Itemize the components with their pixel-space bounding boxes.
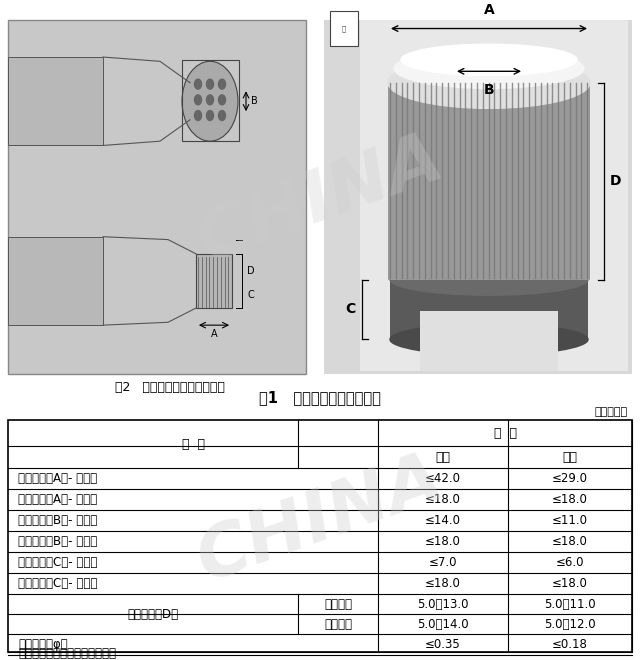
Text: D: D — [247, 266, 255, 276]
Text: D: D — [610, 174, 621, 188]
Circle shape — [207, 79, 214, 89]
Ellipse shape — [390, 323, 588, 355]
Text: 成人: 成人 — [435, 451, 451, 463]
Text: 异形毛型: 异形毛型 — [324, 618, 352, 630]
Circle shape — [218, 110, 225, 121]
Ellipse shape — [388, 57, 590, 108]
Text: ≤0.18: ≤0.18 — [552, 638, 588, 651]
Text: B: B — [251, 96, 258, 106]
Text: 表1   电动牙刷刷头规格尺寸: 表1 电动牙刷刷头规格尺寸 — [259, 391, 381, 406]
Circle shape — [207, 95, 214, 105]
FancyBboxPatch shape — [8, 57, 103, 145]
Text: ≤29.0: ≤29.0 — [552, 472, 588, 485]
Text: 项  目: 项 目 — [182, 438, 205, 451]
Text: 图2   电动牙刷刷头尺寸示意图: 图2 电动牙刷刷头尺寸示意图 — [115, 381, 225, 395]
Text: B: B — [484, 82, 494, 97]
Text: ≤6.0: ≤6.0 — [556, 556, 584, 569]
Circle shape — [195, 110, 202, 121]
FancyBboxPatch shape — [420, 311, 558, 371]
Text: 毛面宽度（B）- 旋转式: 毛面宽度（B）- 旋转式 — [18, 535, 97, 548]
Text: 5.0～13.0: 5.0～13.0 — [417, 597, 468, 611]
Text: A: A — [211, 329, 218, 339]
Circle shape — [195, 79, 202, 89]
Circle shape — [182, 61, 238, 141]
FancyBboxPatch shape — [8, 237, 103, 325]
FancyBboxPatch shape — [196, 254, 232, 308]
FancyBboxPatch shape — [330, 11, 358, 46]
Text: 5.0～11.0: 5.0～11.0 — [544, 597, 596, 611]
Text: 儿童: 儿童 — [563, 451, 577, 463]
Text: 毛面长度（A）- 摆动式: 毛面长度（A）- 摆动式 — [18, 472, 97, 485]
Text: 刷头厚度（C）- 摆动式: 刷头厚度（C）- 摆动式 — [18, 556, 97, 569]
Text: ≤18.0: ≤18.0 — [425, 577, 461, 590]
Text: 单位为毫米: 单位为毫米 — [595, 407, 628, 417]
Text: ≤7.0: ≤7.0 — [429, 556, 457, 569]
Text: ≤14.0: ≤14.0 — [425, 514, 461, 527]
Text: ≤18.0: ≤18.0 — [552, 535, 588, 548]
FancyBboxPatch shape — [388, 80, 590, 280]
Text: ≤42.0: ≤42.0 — [425, 472, 461, 485]
FancyBboxPatch shape — [360, 20, 628, 371]
Circle shape — [207, 110, 214, 121]
Text: 刷头厚度（C）- 旋转式: 刷头厚度（C）- 旋转式 — [18, 577, 97, 590]
Circle shape — [218, 95, 225, 105]
FancyBboxPatch shape — [324, 20, 632, 374]
Ellipse shape — [390, 264, 588, 295]
Text: 刷毛高度（D）: 刷毛高度（D） — [127, 607, 179, 620]
Text: ≤0.35: ≤0.35 — [425, 638, 461, 651]
FancyBboxPatch shape — [8, 420, 632, 652]
Text: CHINA: CHINA — [188, 123, 452, 276]
Text: 平行毛型: 平行毛型 — [324, 597, 352, 611]
Text: ≤18.0: ≤18.0 — [425, 493, 461, 506]
Text: 要  求: 要 求 — [493, 426, 516, 440]
Text: 囗: 囗 — [342, 25, 346, 32]
Circle shape — [218, 79, 225, 89]
Ellipse shape — [394, 48, 584, 88]
FancyBboxPatch shape — [390, 280, 588, 343]
Text: CHINA: CHINA — [188, 444, 452, 597]
Text: C: C — [247, 290, 253, 300]
Text: 注：注胶、硅胶类刷毛不适用。: 注：注胶、硅胶类刷毛不适用。 — [18, 647, 116, 660]
Text: 5.0～14.0: 5.0～14.0 — [417, 618, 469, 630]
Text: ≤11.0: ≤11.0 — [552, 514, 588, 527]
Text: C: C — [345, 302, 355, 316]
Text: ≤18.0: ≤18.0 — [552, 577, 588, 590]
Text: ≤18.0: ≤18.0 — [425, 535, 461, 548]
Text: A: A — [484, 3, 494, 17]
Text: 毛面长度（A）- 旋转式: 毛面长度（A）- 旋转式 — [18, 493, 97, 506]
Text: ≤18.0: ≤18.0 — [552, 493, 588, 506]
FancyBboxPatch shape — [8, 20, 306, 374]
Circle shape — [195, 95, 202, 105]
Ellipse shape — [401, 44, 577, 76]
Text: 5.0～12.0: 5.0～12.0 — [544, 618, 596, 630]
Text: 单丝直径（φ）: 单丝直径（φ） — [18, 638, 68, 651]
Text: 毛面宽度（B）- 摆动式: 毛面宽度（B）- 摆动式 — [18, 514, 97, 527]
